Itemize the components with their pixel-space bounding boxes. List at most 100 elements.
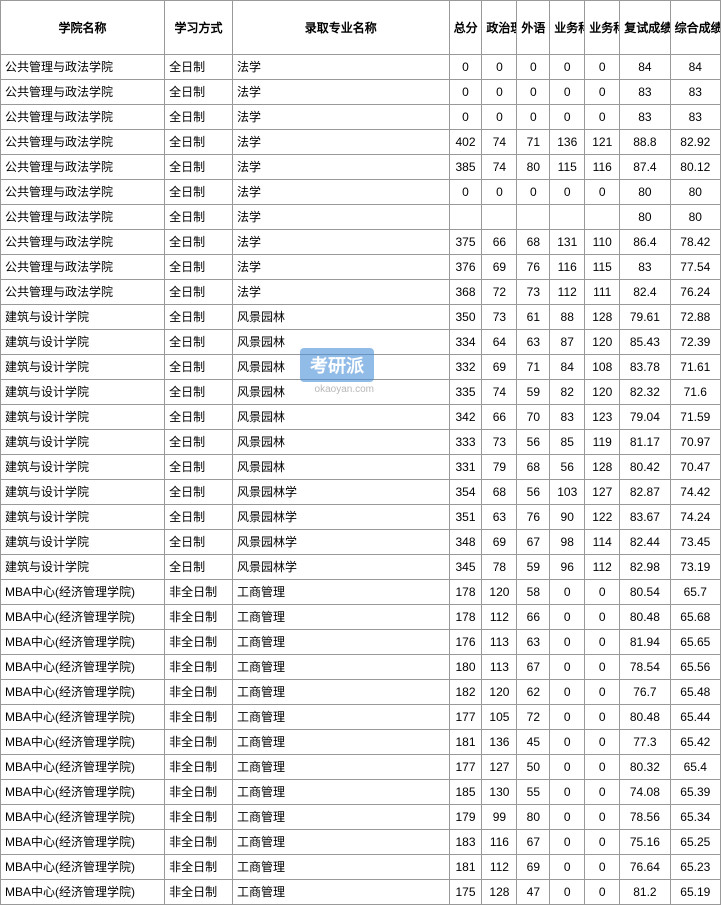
cell-politics: 0 xyxy=(482,105,517,130)
cell-subject2: 0 xyxy=(585,830,620,855)
cell-major: 风景园林 xyxy=(232,305,449,330)
page-container: 考研派 okaoyan.com 学院名称 学习方式 录取专业名称 总分 政治理论… xyxy=(0,0,721,905)
cell-subject2: 0 xyxy=(585,705,620,730)
cell-composite: 65.44 xyxy=(670,705,720,730)
table-row: 建筑与设计学院全日制风景园林33373568511981.1770.97 xyxy=(1,430,721,455)
header-subject2: 业务科1 xyxy=(585,1,620,55)
cell-subject1: 0 xyxy=(550,805,585,830)
table-row: 公共管理与政法学院全日制法学000008383 xyxy=(1,105,721,130)
cell-language: 58 xyxy=(517,580,550,605)
cell-language xyxy=(517,205,550,230)
cell-retest: 82.44 xyxy=(620,530,670,555)
cell-subject1: 85 xyxy=(550,430,585,455)
cell-language: 68 xyxy=(517,455,550,480)
cell-mode: 非全日制 xyxy=(165,730,233,755)
cell-major: 风景园林学 xyxy=(232,555,449,580)
cell-subject1: 98 xyxy=(550,530,585,555)
cell-total: 179 xyxy=(449,805,482,830)
cell-total: 354 xyxy=(449,480,482,505)
cell-subject1: 0 xyxy=(550,730,585,755)
cell-politics: 120 xyxy=(482,580,517,605)
cell-college: 公共管理与政法学院 xyxy=(1,230,165,255)
cell-college: 公共管理与政法学院 xyxy=(1,155,165,180)
cell-politics: 69 xyxy=(482,255,517,280)
table-row: MBA中心(经济管理学院)非全日制工商管理176113630081.9465.6… xyxy=(1,630,721,655)
cell-subject2: 0 xyxy=(585,80,620,105)
cell-mode: 非全日制 xyxy=(165,805,233,830)
cell-retest: 80.54 xyxy=(620,580,670,605)
cell-major: 工商管理 xyxy=(232,880,449,905)
cell-subject2: 0 xyxy=(585,680,620,705)
cell-subject2: 112 xyxy=(585,555,620,580)
cell-subject2: 119 xyxy=(585,430,620,455)
cell-composite: 73.19 xyxy=(670,555,720,580)
cell-total: 351 xyxy=(449,505,482,530)
header-total: 总分 xyxy=(449,1,482,55)
cell-retest: 83 xyxy=(620,255,670,280)
cell-total xyxy=(449,205,482,230)
cell-retest: 83.78 xyxy=(620,355,670,380)
table-row: 公共管理与政法学院全日制法学000008383 xyxy=(1,80,721,105)
cell-retest: 80 xyxy=(620,180,670,205)
cell-total: 348 xyxy=(449,530,482,555)
cell-subject1: 90 xyxy=(550,505,585,530)
cell-mode: 全日制 xyxy=(165,80,233,105)
cell-subject1: 0 xyxy=(550,80,585,105)
cell-politics: 66 xyxy=(482,405,517,430)
cell-politics: 99 xyxy=(482,805,517,830)
cell-subject1: 88 xyxy=(550,305,585,330)
cell-politics: 127 xyxy=(482,755,517,780)
table-row: 建筑与设计学院全日制风景园林33574598212082.3271.6 xyxy=(1,380,721,405)
table-row: MBA中心(经济管理学院)非全日制工商管理181112690076.6465.2… xyxy=(1,855,721,880)
cell-major: 风景园林学 xyxy=(232,505,449,530)
cell-language: 80 xyxy=(517,155,550,180)
header-major: 录取专业名称 xyxy=(232,1,449,55)
cell-politics: 68 xyxy=(482,480,517,505)
cell-total: 0 xyxy=(449,105,482,130)
cell-total: 176 xyxy=(449,630,482,655)
cell-composite: 80.12 xyxy=(670,155,720,180)
table-row: 建筑与设计学院全日制风景园林33464638712085.4372.39 xyxy=(1,330,721,355)
cell-politics: 116 xyxy=(482,830,517,855)
cell-subject1: 112 xyxy=(550,280,585,305)
cell-subject2: 120 xyxy=(585,380,620,405)
cell-composite: 65.4 xyxy=(670,755,720,780)
cell-composite: 74.24 xyxy=(670,505,720,530)
cell-major: 工商管理 xyxy=(232,780,449,805)
cell-subject1: 131 xyxy=(550,230,585,255)
cell-subject2: 108 xyxy=(585,355,620,380)
cell-composite: 65.68 xyxy=(670,605,720,630)
cell-college: MBA中心(经济管理学院) xyxy=(1,805,165,830)
cell-politics: 69 xyxy=(482,530,517,555)
cell-retest: 82.98 xyxy=(620,555,670,580)
cell-subject1: 0 xyxy=(550,830,585,855)
cell-language: 80 xyxy=(517,805,550,830)
cell-major: 工商管理 xyxy=(232,630,449,655)
table-row: 建筑与设计学院全日制风景园林学34869679811482.4473.45 xyxy=(1,530,721,555)
cell-politics: 0 xyxy=(482,80,517,105)
cell-subject1: 0 xyxy=(550,755,585,780)
cell-subject2: 0 xyxy=(585,105,620,130)
cell-politics: 79 xyxy=(482,455,517,480)
cell-college: 建筑与设计学院 xyxy=(1,330,165,355)
cell-subject2 xyxy=(585,205,620,230)
cell-composite: 72.88 xyxy=(670,305,720,330)
cell-language: 76 xyxy=(517,255,550,280)
header-subject1: 业务科1 xyxy=(550,1,585,55)
cell-total: 368 xyxy=(449,280,482,305)
cell-subject1: 0 xyxy=(550,780,585,805)
cell-mode: 全日制 xyxy=(165,255,233,280)
cell-total: 178 xyxy=(449,580,482,605)
cell-total: 183 xyxy=(449,830,482,855)
cell-total: 331 xyxy=(449,455,482,480)
cell-retest: 80.48 xyxy=(620,605,670,630)
cell-college: MBA中心(经济管理学院) xyxy=(1,880,165,905)
cell-retest: 81.94 xyxy=(620,630,670,655)
cell-major: 法学 xyxy=(232,80,449,105)
cell-politics: 130 xyxy=(482,780,517,805)
cell-composite: 71.61 xyxy=(670,355,720,380)
cell-subject2: 121 xyxy=(585,130,620,155)
admission-scores-table: 学院名称 学习方式 录取专业名称 总分 政治理论 外语 业务科1 业务科1 复试… xyxy=(0,0,721,905)
cell-subject1: 0 xyxy=(550,580,585,605)
cell-composite: 65.42 xyxy=(670,730,720,755)
